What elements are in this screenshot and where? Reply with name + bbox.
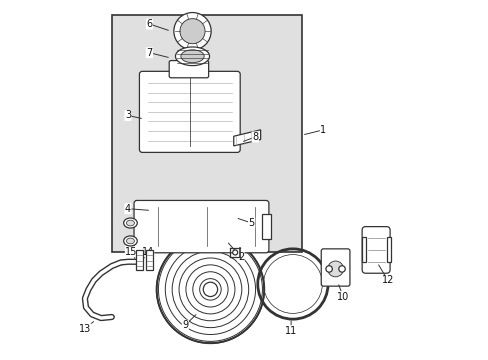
Circle shape bbox=[180, 19, 204, 44]
Text: 9: 9 bbox=[182, 320, 188, 330]
FancyBboxPatch shape bbox=[321, 249, 349, 286]
Text: 3: 3 bbox=[124, 111, 131, 121]
Text: 8: 8 bbox=[252, 132, 258, 142]
Text: 5: 5 bbox=[248, 218, 254, 228]
Circle shape bbox=[221, 207, 239, 225]
FancyBboxPatch shape bbox=[362, 226, 389, 273]
Circle shape bbox=[325, 266, 332, 272]
FancyBboxPatch shape bbox=[134, 201, 268, 253]
Text: 12: 12 bbox=[381, 275, 393, 285]
Text: 14: 14 bbox=[141, 247, 154, 257]
Text: 2: 2 bbox=[237, 252, 244, 262]
Circle shape bbox=[174, 13, 211, 50]
Circle shape bbox=[157, 206, 166, 215]
FancyBboxPatch shape bbox=[169, 60, 208, 78]
Bar bbox=[136, 250, 142, 270]
Bar bbox=[386, 237, 390, 262]
Text: 4: 4 bbox=[124, 204, 131, 214]
Ellipse shape bbox=[123, 218, 137, 228]
Text: 13: 13 bbox=[79, 324, 91, 334]
Ellipse shape bbox=[126, 220, 134, 226]
Circle shape bbox=[203, 282, 217, 297]
Bar bbox=[146, 250, 152, 270]
Polygon shape bbox=[233, 130, 260, 146]
Bar bbox=[112, 15, 301, 252]
Circle shape bbox=[154, 203, 169, 219]
Text: 1: 1 bbox=[320, 125, 326, 135]
Text: 6: 6 bbox=[146, 19, 152, 29]
Bar bbox=[362, 237, 366, 262]
Text: 7: 7 bbox=[146, 48, 152, 58]
Circle shape bbox=[156, 235, 264, 343]
Ellipse shape bbox=[126, 238, 134, 244]
Circle shape bbox=[176, 206, 185, 215]
Circle shape bbox=[327, 261, 343, 277]
Ellipse shape bbox=[175, 47, 209, 66]
Text: 11: 11 bbox=[285, 325, 297, 336]
Circle shape bbox=[232, 250, 237, 255]
Circle shape bbox=[172, 203, 188, 219]
Text: 15: 15 bbox=[125, 247, 138, 257]
Ellipse shape bbox=[181, 50, 203, 63]
Ellipse shape bbox=[123, 236, 137, 246]
Bar bbox=[262, 214, 271, 239]
Text: 10: 10 bbox=[336, 292, 348, 302]
Circle shape bbox=[338, 266, 345, 272]
FancyBboxPatch shape bbox=[139, 71, 240, 152]
